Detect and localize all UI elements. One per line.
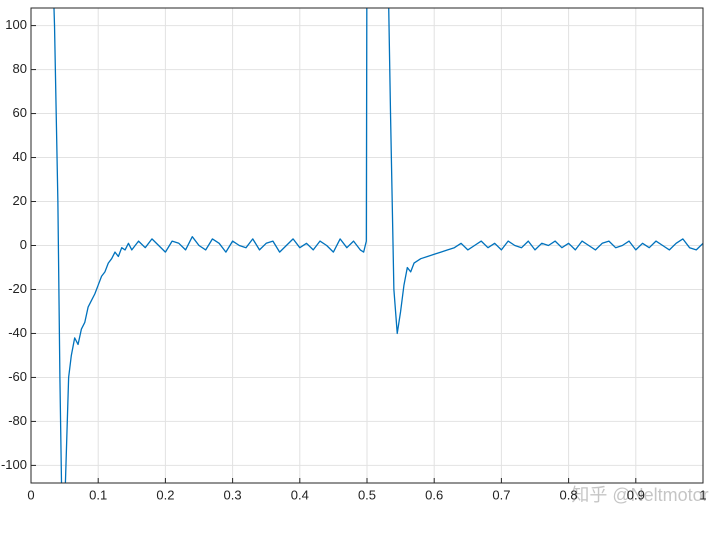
y-tick-label: 80 <box>13 61 27 76</box>
x-tick-label: 0 <box>27 487 34 502</box>
x-tick-label: 0.5 <box>358 487 376 502</box>
y-tick-label: 60 <box>13 105 27 120</box>
y-tick-label: 100 <box>5 17 27 32</box>
x-tick-label: 0.2 <box>156 487 174 502</box>
x-tick-label: 0.3 <box>224 487 242 502</box>
line <box>53 8 703 483</box>
y-tick-label: -40 <box>8 325 27 340</box>
x-tick-label: 0.1 <box>89 487 107 502</box>
y-tick-label: 20 <box>13 193 27 208</box>
y-tick-label: -100 <box>1 457 27 472</box>
x-tick-label: 0.7 <box>492 487 510 502</box>
y-tick-label: 40 <box>13 149 27 164</box>
y-tick-label: -60 <box>8 369 27 384</box>
y-tick-label: 0 <box>20 237 27 252</box>
x-tick-label: 0.8 <box>560 487 578 502</box>
x-tick-label: 0.6 <box>425 487 443 502</box>
x-tick-label: 0.9 <box>627 487 645 502</box>
x-tick-label: 1 <box>699 487 706 502</box>
y-tick-label: -80 <box>8 413 27 428</box>
lines <box>53 8 703 483</box>
x-tick-label: 0.4 <box>291 487 309 502</box>
watermark: 知乎 @Neltmotor <box>571 485 708 505</box>
y-tick-label: -20 <box>8 281 27 296</box>
